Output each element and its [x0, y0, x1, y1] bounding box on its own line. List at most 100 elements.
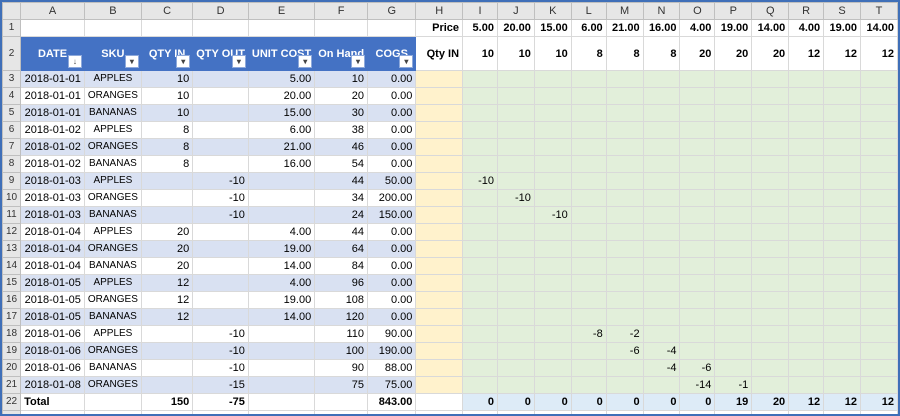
allocation-cell[interactable] — [462, 87, 498, 105]
allocation-cell[interactable] — [788, 359, 825, 377]
allocation-cell[interactable] — [533, 87, 572, 105]
column-header-d[interactable]: D — [192, 2, 249, 20]
cell[interactable] — [415, 104, 464, 122]
column-header-b[interactable]: B — [83, 2, 142, 20]
allocation-cell[interactable] — [823, 240, 862, 258]
row-header[interactable]: 17 — [2, 308, 22, 326]
qty-in-cell[interactable]: 12 — [860, 36, 898, 71]
allocation-cell[interactable] — [860, 240, 898, 258]
date-cell[interactable]: 2018-01-01 — [20, 104, 85, 122]
sku-cell[interactable]: APPLES — [83, 172, 142, 190]
allocation-cell[interactable] — [823, 104, 862, 122]
allocation-cell[interactable] — [751, 240, 790, 258]
cell[interactable] — [415, 189, 464, 207]
allocation-cell[interactable] — [605, 291, 644, 309]
allocation-cell[interactable] — [751, 223, 790, 241]
allocation-cell[interactable] — [788, 172, 825, 190]
allocation-cell[interactable] — [788, 189, 825, 207]
allocation-cell[interactable] — [570, 257, 607, 275]
qty-out-cell[interactable] — [192, 87, 249, 105]
allocation-cell[interactable] — [605, 155, 644, 173]
allocation-cell[interactable] — [751, 291, 790, 309]
cogs-cell[interactable]: 75.00 — [367, 376, 417, 394]
allocation-cell[interactable] — [788, 342, 825, 360]
unit-cost-cell[interactable]: 15.00 — [247, 104, 316, 122]
select-all-corner[interactable] — [2, 2, 22, 20]
allocation-cell[interactable] — [642, 172, 681, 190]
qty-out-cell[interactable]: -10 — [192, 172, 249, 190]
date-cell[interactable]: 2018-01-05 — [20, 308, 85, 326]
allocation-cell[interactable] — [533, 274, 572, 292]
table-header-on-hand[interactable]: On Hand ▾ — [314, 36, 369, 71]
column-header-j[interactable]: J — [496, 2, 535, 20]
allocation-cell[interactable] — [823, 138, 862, 156]
allocation-cell[interactable] — [642, 257, 681, 275]
row-header[interactable]: 5 — [2, 104, 22, 122]
allocation-cell[interactable] — [860, 342, 898, 360]
total-allocation-cell[interactable]: 0 — [642, 393, 681, 411]
row-header[interactable]: 6 — [2, 121, 22, 139]
dropdown-icon[interactable]: ▾ — [399, 55, 414, 68]
on-hand-cell[interactable]: 30 — [314, 104, 369, 122]
allocation-cell[interactable] — [788, 87, 825, 105]
on-hand-cell[interactable]: 44 — [314, 223, 369, 241]
allocation-cell[interactable] — [788, 325, 825, 343]
allocation-cell[interactable] — [570, 87, 607, 105]
allocation-cell[interactable] — [570, 342, 607, 360]
cogs-cell[interactable]: 88.00 — [367, 359, 417, 377]
cell[interactable] — [367, 410, 417, 414]
cogs-cell[interactable]: 0.00 — [367, 308, 417, 326]
allocation-cell[interactable] — [462, 291, 498, 309]
allocation-cell[interactable] — [496, 155, 535, 173]
allocation-cell[interactable] — [570, 70, 607, 88]
allocation-cell[interactable] — [605, 104, 644, 122]
table-header-date[interactable]: DATE ↓ — [20, 36, 85, 71]
on-hand-cell[interactable]: 64 — [314, 240, 369, 258]
row-header[interactable]: 13 — [2, 240, 22, 258]
unit-cost-cell[interactable] — [247, 206, 316, 224]
allocation-cell[interactable] — [714, 121, 753, 139]
allocation-cell[interactable] — [642, 189, 681, 207]
on-hand-cell[interactable]: 44 — [314, 172, 369, 190]
allocation-cell[interactable] — [679, 104, 716, 122]
cell[interactable] — [788, 410, 825, 414]
date-cell[interactable]: 2018-01-01 — [20, 87, 85, 105]
qty-out-cell[interactable] — [192, 257, 249, 275]
cogs-cell[interactable]: 0.00 — [367, 87, 417, 105]
allocation-cell[interactable]: -4 — [642, 359, 681, 377]
allocation-cell[interactable] — [714, 291, 753, 309]
allocation-cell[interactable] — [679, 87, 716, 105]
cell[interactable] — [415, 87, 464, 105]
allocation-cell[interactable] — [788, 240, 825, 258]
total-label[interactable]: Total — [20, 393, 85, 411]
total-allocation-cell[interactable]: 0 — [533, 393, 572, 411]
allocation-cell[interactable] — [788, 138, 825, 156]
allocation-cell[interactable] — [788, 376, 825, 394]
allocation-cell[interactable] — [605, 87, 644, 105]
allocation-cell[interactable] — [533, 359, 572, 377]
cogs-cell[interactable]: 190.00 — [367, 342, 417, 360]
cell[interactable] — [415, 155, 464, 173]
unit-cost-cell[interactable]: 14.00 — [247, 308, 316, 326]
qty-out-cell[interactable] — [192, 308, 249, 326]
allocation-cell[interactable] — [462, 342, 498, 360]
price-cell[interactable]: 19.00 — [714, 19, 753, 37]
sku-cell[interactable]: BANANAS — [83, 257, 142, 275]
allocation-cell[interactable] — [496, 121, 535, 139]
allocation-cell[interactable] — [860, 308, 898, 326]
date-cell[interactable]: 2018-01-04 — [20, 240, 85, 258]
unit-cost-cell[interactable]: 16.00 — [247, 155, 316, 173]
total-allocation-cell[interactable]: 0 — [570, 393, 607, 411]
allocation-cell[interactable] — [860, 376, 898, 394]
qty-in-cell[interactable]: 20 — [679, 36, 716, 71]
allocation-cell[interactable] — [751, 87, 790, 105]
qty-out-cell[interactable] — [192, 291, 249, 309]
allocation-cell[interactable] — [714, 342, 753, 360]
allocation-cell[interactable] — [679, 342, 716, 360]
allocation-cell[interactable] — [570, 172, 607, 190]
cogs-cell[interactable]: 0.00 — [367, 257, 417, 275]
allocation-cell[interactable] — [533, 70, 572, 88]
qty-out-cell[interactable] — [192, 223, 249, 241]
cell[interactable] — [860, 410, 898, 414]
table-header-sku[interactable]: SKU ▾ — [83, 36, 142, 71]
